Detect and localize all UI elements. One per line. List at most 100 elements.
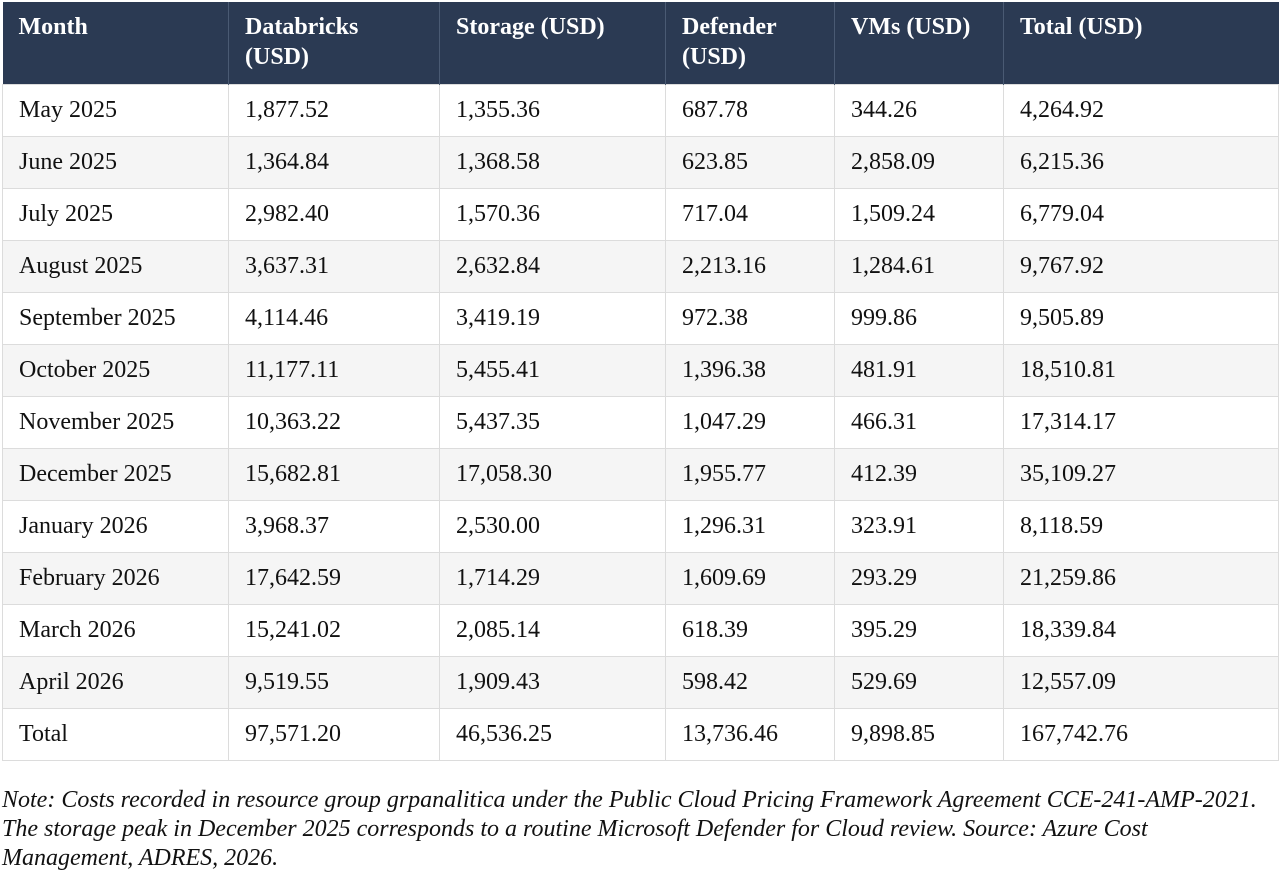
cell-vms: 1,284.61	[834, 239, 1004, 293]
total-row: Total 97,571.20 46,536.25 13,736.46 9,89…	[2, 707, 1279, 761]
table-note: Note: Costs recorded in resource group g…	[2, 787, 1257, 871]
cell-vms: 344.26	[834, 83, 1004, 137]
table-row: August 2025 3,637.31 2,632.84 2,213.16 1,284…	[2, 239, 1279, 293]
cell-storage: 2,085.14	[439, 603, 666, 657]
cell-month: October 2025	[2, 343, 229, 397]
cell-defender: 1,609.69	[665, 551, 835, 605]
total-grand: 167,742.76	[1003, 707, 1279, 761]
cell-month: August 2025	[2, 239, 229, 293]
cell-month: May 2025	[2, 83, 229, 137]
table-row: May 2025 1,877.52 1,355.36 687.78 344.26 4,26…	[2, 83, 1279, 137]
cell-storage: 1,368.58	[439, 135, 666, 189]
cell-storage: 1,355.36	[439, 83, 666, 137]
cell-defender: 717.04	[665, 187, 835, 241]
cell-databricks: 10,363.22	[228, 395, 440, 449]
table-row: June 2025 1,364.84 1,368.58 623.85 2,858.09 6…	[2, 135, 1279, 189]
cell-vms: 1,509.24	[834, 187, 1004, 241]
cell-defender: 1,396.38	[665, 343, 835, 397]
cell-defender: 618.39	[665, 603, 835, 657]
cell-total: 8,118.59	[1003, 499, 1279, 553]
cell-storage: 17,058.30	[439, 447, 666, 501]
column-header-storage: Storage (USD)	[439, 2, 666, 84]
cell-total: 12,557.09	[1003, 655, 1279, 709]
cell-vms: 481.91	[834, 343, 1004, 397]
column-header-databricks: Databricks (USD)	[228, 2, 440, 84]
cell-vms: 323.91	[834, 499, 1004, 553]
column-header-defender: Defender (USD)	[665, 2, 835, 84]
cell-total: 4,264.92	[1003, 83, 1279, 137]
cell-vms: 293.29	[834, 551, 1004, 605]
cell-vms: 395.29	[834, 603, 1004, 657]
column-header-total: Total (USD)	[1003, 2, 1279, 84]
cell-databricks: 11,177.11	[228, 343, 440, 397]
table-row: July 2025 2,982.40 1,570.36 717.04 1,509.24 6…	[2, 187, 1279, 241]
cell-total: 9,505.89	[1003, 291, 1279, 345]
table-header: Month Databricks (USD) Storage (USD) Def…	[2, 2, 1279, 84]
cell-vms: 2,858.09	[834, 135, 1004, 189]
cell-databricks: 17,642.59	[228, 551, 440, 605]
total-label: Total	[2, 707, 229, 761]
cell-total: 6,215.36	[1003, 135, 1279, 189]
cell-storage: 5,455.41	[439, 343, 666, 397]
cell-databricks: 15,241.02	[228, 603, 440, 657]
table-row: September 2025 4,114.46 3,419.19 972.38 999.…	[2, 291, 1279, 345]
cell-defender: 1,047.29	[665, 395, 835, 449]
cell-storage: 2,632.84	[439, 239, 666, 293]
cell-defender: 598.42	[665, 655, 835, 709]
cell-databricks: 9,519.55	[228, 655, 440, 709]
cell-databricks: 2,982.40	[228, 187, 440, 241]
cell-vms: 529.69	[834, 655, 1004, 709]
total-databricks: 97,571.20	[228, 707, 440, 761]
table-row: January 2026 3,968.37 2,530.00 1,296.31 323.…	[2, 499, 1279, 553]
cell-storage: 2,530.00	[439, 499, 666, 553]
table-body: May 2025 1,877.52 1,355.36 687.78 344.26 4,26…	[2, 83, 1279, 761]
cell-databricks: 15,682.81	[228, 447, 440, 501]
cell-storage: 1,570.36	[439, 187, 666, 241]
cell-defender: 972.38	[665, 291, 835, 345]
column-header-month: Month	[2, 2, 229, 84]
cell-month: February 2026	[2, 551, 229, 605]
cell-defender: 2,213.16	[665, 239, 835, 293]
cell-total: 18,510.81	[1003, 343, 1279, 397]
cell-vms: 466.31	[834, 395, 1004, 449]
cell-total: 18,339.84	[1003, 603, 1279, 657]
cell-storage: 1,909.43	[439, 655, 666, 709]
table-row: February 2026 17,642.59 1,714.29 1,609.69 29…	[2, 551, 1279, 605]
cell-month: September 2025	[2, 291, 229, 345]
cell-month: July 2025	[2, 187, 229, 241]
cell-total: 6,779.04	[1003, 187, 1279, 241]
cell-vms: 412.39	[834, 447, 1004, 501]
cell-total: 17,314.17	[1003, 395, 1279, 449]
cell-databricks: 1,877.52	[228, 83, 440, 137]
cost-table: Month Databricks (USD) Storage (USD) Def…	[2, 2, 1279, 761]
cell-vms: 999.86	[834, 291, 1004, 345]
cell-month: December 2025	[2, 447, 229, 501]
cell-total: 9,767.92	[1003, 239, 1279, 293]
cell-month: January 2026	[2, 499, 229, 553]
cell-month: April 2026	[2, 655, 229, 709]
total-storage: 46,536.25	[439, 707, 666, 761]
cell-defender: 1,955.77	[665, 447, 835, 501]
table-row: November 2025 10,363.22 5,437.35 1,047.29 46…	[2, 395, 1279, 449]
cell-defender: 1,296.31	[665, 499, 835, 553]
cell-total: 21,259.86	[1003, 551, 1279, 605]
table-row: December 2025 15,682.81 17,058.30 1,955.77 4…	[2, 447, 1279, 501]
cell-month: March 2026	[2, 603, 229, 657]
cell-storage: 3,419.19	[439, 291, 666, 345]
column-header-vms: VMs (USD)	[834, 2, 1004, 84]
cell-databricks: 3,637.31	[228, 239, 440, 293]
cell-defender: 623.85	[665, 135, 835, 189]
cell-defender: 687.78	[665, 83, 835, 137]
header-row: Month Databricks (USD) Storage (USD) Def…	[2, 2, 1279, 84]
cell-month: June 2025	[2, 135, 229, 189]
cell-databricks: 4,114.46	[228, 291, 440, 345]
cell-databricks: 1,364.84	[228, 135, 440, 189]
total-defender: 13,736.46	[665, 707, 835, 761]
cell-databricks: 3,968.37	[228, 499, 440, 553]
cell-storage: 1,714.29	[439, 551, 666, 605]
table-row: March 2026 15,241.02 2,085.14 618.39 395.29 1…	[2, 603, 1279, 657]
cell-total: 35,109.27	[1003, 447, 1279, 501]
cell-storage: 5,437.35	[439, 395, 666, 449]
cell-month: November 2025	[2, 395, 229, 449]
table-row: October 2025 11,177.11 5,455.41 1,396.38 481…	[2, 343, 1279, 397]
